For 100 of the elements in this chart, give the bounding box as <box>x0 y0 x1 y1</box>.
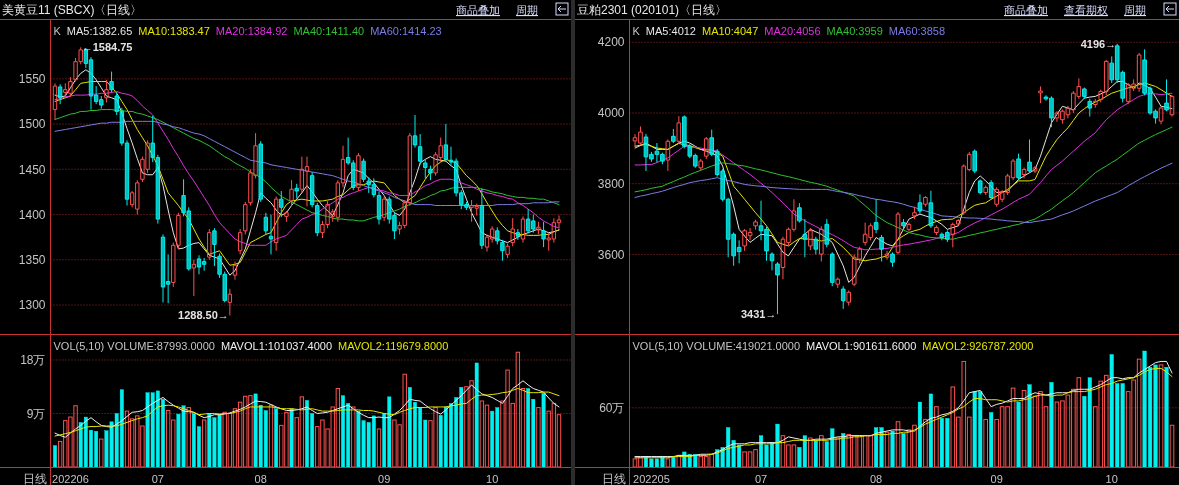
candlestick <box>1038 85 1043 104</box>
x-tick-label: 202205 <box>633 472 670 485</box>
bar <box>1158 364 1164 468</box>
candlestick <box>479 187 485 250</box>
candlestick <box>423 158 428 179</box>
candlestick <box>813 236 819 255</box>
bar <box>99 438 104 468</box>
text: MA60:1414.23 <box>370 25 442 37</box>
candlestick <box>263 212 269 235</box>
candlestick <box>57 83 63 105</box>
candlestick <box>665 139 671 172</box>
candlestick <box>201 257 207 272</box>
x-tick-label: 08 <box>869 472 883 485</box>
text: 查看期权 <box>1064 4 1108 16</box>
bar <box>186 407 191 468</box>
text: MA20:1384.92 <box>215 25 288 37</box>
y-tick-label: 1450 <box>18 162 46 177</box>
annotation: ←1584.75 <box>81 41 133 54</box>
text: MAVOL1:901611.6000 <box>806 340 917 352</box>
candlestick <box>227 288 233 316</box>
bar <box>536 407 541 468</box>
bar <box>1027 384 1032 468</box>
candlestick <box>901 218 906 231</box>
x-tick-label: 10 <box>1105 472 1118 485</box>
candlestick <box>703 136 709 160</box>
bar <box>989 412 994 468</box>
line-series <box>54 90 560 246</box>
y-tick-label: 1400 <box>18 207 46 222</box>
text: 周期 <box>1124 4 1146 16</box>
bar <box>835 437 841 468</box>
candlestick <box>1082 87 1087 100</box>
y-tick-label: 1350 <box>18 253 46 267</box>
candlestick <box>775 261 780 315</box>
bar <box>923 418 928 468</box>
candlestick <box>520 215 526 244</box>
candlestick <box>873 198 879 234</box>
candlestick <box>315 202 320 237</box>
y-tick-label: 1300 <box>18 298 46 313</box>
candlestick <box>289 179 294 206</box>
candlestick <box>443 123 449 163</box>
text: MAVOL2:926787.2000 <box>922 340 1034 352</box>
y-tick-label: 4200 <box>597 35 625 50</box>
candlestick <box>1016 153 1021 181</box>
x-axis-title: 日线 <box>601 472 626 485</box>
y-tick-label: 1550 <box>18 72 46 87</box>
chart-title: 豆粕2301 (020101)〈日线〉 <box>577 3 728 17</box>
candlestick <box>1164 78 1169 112</box>
candlestick <box>279 190 284 218</box>
candlestick <box>698 158 704 171</box>
candlestick <box>671 128 676 144</box>
bar <box>268 404 274 468</box>
annotation: 4196→ <box>1080 37 1117 50</box>
text: MA40:1411.40 <box>293 25 365 37</box>
bar <box>928 393 933 468</box>
bar <box>671 456 676 468</box>
text: MA20:4056 <box>764 25 821 37</box>
y-tick-label: 18万 <box>20 353 46 368</box>
legend-title: K <box>53 25 62 37</box>
text: MAVOL2:119679.8000 <box>338 340 449 352</box>
candlestick <box>104 79 109 103</box>
line-series <box>54 120 560 206</box>
candlestick <box>912 206 917 220</box>
candlestick <box>1027 139 1032 174</box>
text: MA60:3858 <box>888 25 946 37</box>
bar <box>665 458 671 468</box>
bar <box>901 433 906 468</box>
bar <box>676 454 682 468</box>
legend-title: VOL(5,10) VOLUME:87993.0000 <box>53 340 215 352</box>
candlestick <box>846 290 852 307</box>
text: MA10:4047 <box>702 25 759 37</box>
bar <box>983 418 988 468</box>
candlestick <box>376 191 382 226</box>
bar <box>1169 424 1175 468</box>
candlestick <box>381 195 387 222</box>
candlestick <box>906 222 912 232</box>
candlestick <box>237 228 243 255</box>
candlestick <box>191 259 197 297</box>
candlestick <box>879 234 884 263</box>
candlestick <box>1087 98 1093 118</box>
line-series <box>634 162 1173 224</box>
bar <box>479 400 485 468</box>
candlestick <box>917 193 923 215</box>
candlestick <box>835 276 841 289</box>
candlestick <box>829 251 835 287</box>
legend-title: K <box>632 25 641 37</box>
bar <box>813 440 818 468</box>
y-tick-label: 4000 <box>597 106 625 121</box>
candlestick <box>309 171 315 208</box>
candlestick <box>824 218 830 248</box>
candlestick <box>802 218 808 258</box>
bar <box>1164 367 1169 468</box>
candlestick <box>884 250 890 261</box>
candlestick <box>753 219 758 231</box>
legend-title: VOL(5,10) VOLUME:419021.0000 <box>632 340 801 352</box>
candlestick <box>983 184 988 196</box>
candlestick <box>541 221 546 248</box>
bar <box>351 406 356 468</box>
x-axis-title: 日线 <box>22 472 47 485</box>
candlestick <box>212 227 217 267</box>
text: MA5:4012 <box>645 25 696 37</box>
